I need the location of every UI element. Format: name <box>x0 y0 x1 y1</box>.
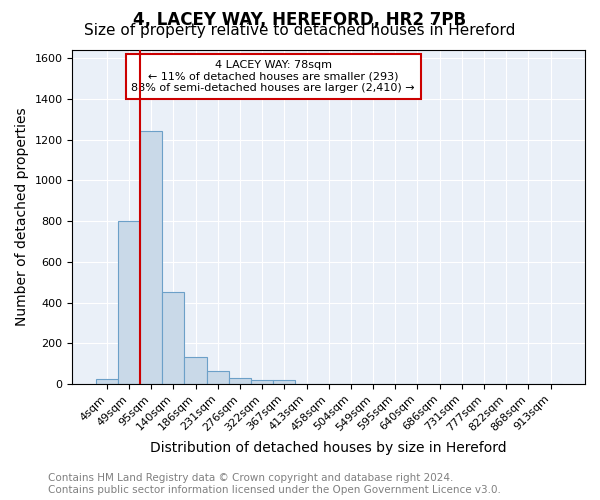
Bar <box>162 292 184 384</box>
Bar <box>140 132 162 384</box>
Bar <box>184 358 206 384</box>
Bar <box>229 378 251 384</box>
Bar <box>273 380 295 384</box>
Bar <box>96 379 118 384</box>
Bar <box>206 370 229 384</box>
Text: 4 LACEY WAY: 78sqm
← 11% of detached houses are smaller (293)
88% of semi-detach: 4 LACEY WAY: 78sqm ← 11% of detached hou… <box>131 60 415 93</box>
Bar <box>118 221 140 384</box>
Text: Size of property relative to detached houses in Hereford: Size of property relative to detached ho… <box>85 22 515 38</box>
X-axis label: Distribution of detached houses by size in Hereford: Distribution of detached houses by size … <box>151 441 507 455</box>
Text: Contains HM Land Registry data © Crown copyright and database right 2024.
Contai: Contains HM Land Registry data © Crown c… <box>48 474 501 495</box>
Y-axis label: Number of detached properties: Number of detached properties <box>15 108 29 326</box>
Text: 4, LACEY WAY, HEREFORD, HR2 7PB: 4, LACEY WAY, HEREFORD, HR2 7PB <box>133 11 467 29</box>
Bar <box>251 380 273 384</box>
